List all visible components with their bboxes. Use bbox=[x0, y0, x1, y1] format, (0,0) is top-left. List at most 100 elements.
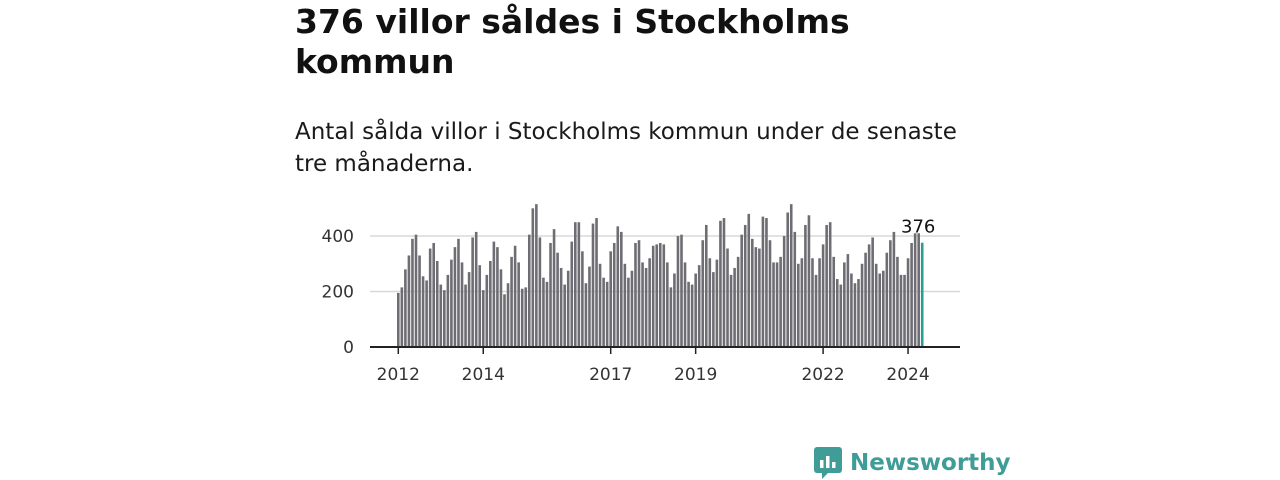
chart-subtitle: Antal sålda villor i Stockholms kommun u… bbox=[295, 119, 957, 177]
bar bbox=[814, 274, 818, 347]
bar bbox=[400, 287, 404, 347]
bar bbox=[673, 273, 676, 347]
bar bbox=[439, 284, 443, 347]
bar bbox=[492, 241, 496, 347]
data-labels: 376 bbox=[901, 217, 935, 238]
bar bbox=[669, 287, 673, 347]
bar bbox=[694, 273, 697, 347]
bar bbox=[768, 240, 772, 347]
bar bbox=[743, 224, 747, 347]
bar bbox=[527, 234, 531, 347]
bar bbox=[715, 259, 719, 347]
bar bbox=[658, 242, 662, 347]
bar bbox=[804, 224, 807, 347]
bar bbox=[899, 274, 903, 347]
bars bbox=[397, 204, 924, 347]
bar bbox=[704, 224, 708, 347]
bar bbox=[566, 270, 570, 347]
bar bbox=[775, 262, 779, 347]
bar bbox=[871, 237, 874, 347]
bar bbox=[407, 255, 411, 347]
bar-highlight bbox=[920, 242, 924, 347]
bar bbox=[740, 234, 743, 347]
bar bbox=[655, 244, 659, 347]
bar bbox=[846, 254, 850, 347]
bar bbox=[832, 256, 836, 347]
bar bbox=[620, 231, 623, 347]
bar bbox=[588, 266, 591, 347]
bar bbox=[457, 238, 460, 347]
bar bbox=[481, 290, 485, 347]
bar bbox=[421, 276, 425, 347]
bar bbox=[460, 262, 464, 347]
chart-title: 376 villor såldes i Stockholms kommun bbox=[295, 2, 850, 81]
bar bbox=[598, 263, 602, 347]
bar bbox=[602, 277, 605, 347]
bar bbox=[889, 240, 892, 347]
bar bbox=[591, 223, 595, 347]
bar bbox=[435, 261, 439, 347]
bar bbox=[843, 262, 846, 347]
bar bbox=[733, 267, 736, 347]
bar bbox=[446, 274, 450, 347]
bar bbox=[520, 288, 524, 347]
bar bbox=[595, 218, 598, 347]
bar bbox=[570, 241, 574, 347]
bar bbox=[726, 248, 729, 347]
bar bbox=[736, 256, 740, 347]
bar bbox=[800, 258, 804, 347]
bar bbox=[825, 224, 828, 347]
bar bbox=[874, 263, 878, 347]
bar bbox=[708, 258, 712, 347]
bar bbox=[496, 247, 499, 347]
bar bbox=[474, 231, 478, 347]
bar bbox=[793, 231, 797, 347]
bar bbox=[552, 229, 556, 347]
bar bbox=[549, 242, 552, 347]
bar bbox=[443, 290, 446, 347]
bar bbox=[729, 274, 733, 347]
newsworthy-logo-text: Newsworthy bbox=[850, 450, 1011, 476]
bar bbox=[680, 234, 683, 347]
bar bbox=[747, 213, 751, 347]
bar bbox=[818, 258, 821, 347]
bar bbox=[867, 244, 871, 347]
bar bbox=[676, 236, 680, 347]
bar bbox=[903, 274, 906, 347]
bar bbox=[722, 218, 726, 347]
bar bbox=[651, 245, 655, 347]
bar bbox=[687, 281, 690, 347]
bar bbox=[835, 279, 839, 347]
y-tick-label: 400 bbox=[322, 227, 354, 247]
bar bbox=[765, 218, 768, 347]
bar bbox=[574, 222, 577, 347]
bar bbox=[581, 251, 584, 347]
bar bbox=[450, 259, 453, 347]
x-axis-ticks: 2012 2014 2017 2019 2022 2024 bbox=[370, 346, 960, 385]
bar bbox=[821, 244, 825, 347]
last-value-label: 376 bbox=[901, 217, 935, 238]
bar bbox=[499, 269, 503, 347]
bar bbox=[538, 237, 542, 347]
bar bbox=[662, 244, 666, 347]
bar bbox=[563, 284, 566, 347]
bar bbox=[542, 277, 545, 347]
newsworthy-logo-icon bbox=[814, 447, 842, 479]
bar bbox=[634, 242, 637, 347]
bar bbox=[577, 222, 581, 347]
bar bbox=[418, 255, 421, 347]
bar bbox=[453, 247, 457, 347]
bar bbox=[545, 281, 549, 347]
x-tick-label: 2019 bbox=[674, 365, 717, 385]
bar bbox=[425, 280, 428, 347]
bar bbox=[701, 240, 705, 347]
bar bbox=[782, 236, 786, 347]
bar bbox=[535, 204, 538, 347]
bar bbox=[896, 256, 899, 347]
bar bbox=[807, 215, 811, 347]
bar bbox=[666, 262, 669, 347]
bar bbox=[828, 222, 832, 347]
bar bbox=[630, 270, 634, 347]
bar bbox=[860, 263, 864, 347]
